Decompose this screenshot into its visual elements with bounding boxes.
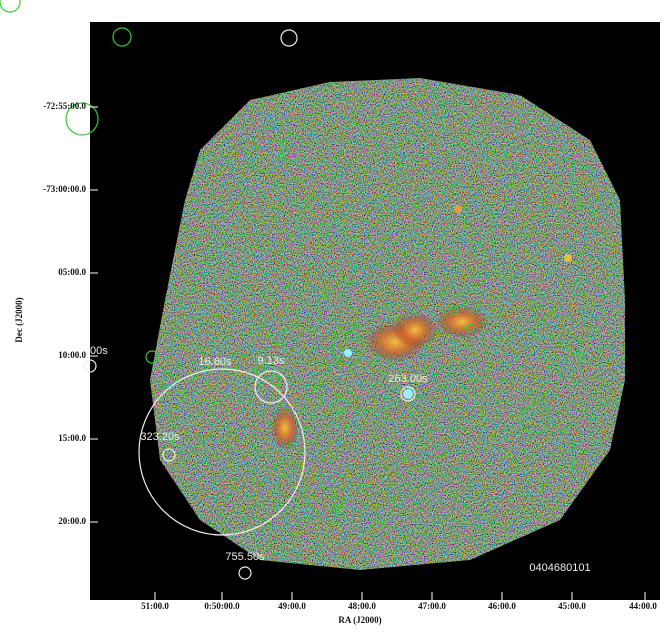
y-tick-label: 05:00.0 [58, 267, 86, 277]
y-axis-title: Dec (J2000) [14, 297, 24, 342]
y-tick-label: 15:00.0 [58, 433, 86, 443]
y-tick-label: 20:00.0 [58, 516, 86, 526]
x-tick-label: 45:00.0 [558, 601, 586, 611]
x-tick-label: 49:00.0 [278, 601, 306, 611]
source-label: 17 [279, 458, 287, 465]
obs-id: 0404680101 [529, 562, 590, 574]
region-label: 323.20s [140, 431, 180, 443]
region-label: 00s [90, 345, 108, 357]
source-label: 22 [570, 189, 578, 196]
x-tick-label: 46:00.0 [488, 601, 516, 611]
source-label: 8 [577, 338, 581, 345]
x-tick-label: 47:00.0 [418, 601, 446, 611]
source-label: 18 [279, 140, 287, 147]
source-label: 11 [411, 311, 418, 318]
source-label: 9 [456, 193, 460, 200]
source-label: 7 [566, 241, 570, 248]
region-label: 263.00s [388, 373, 428, 385]
source-label: 10 [467, 311, 475, 318]
x-tick-label: 48:00.0 [348, 601, 376, 611]
y-tick-label: -73:00:00.0 [43, 184, 86, 194]
source-label: 21 [334, 394, 342, 401]
source-label: 19 [330, 492, 338, 499]
xray-image [140, 70, 640, 580]
y-tick-label: -72:55:00.0 [43, 101, 86, 111]
source-label: 16 [450, 293, 458, 300]
y-tick-label: 10:00.0 [58, 350, 86, 360]
region-label: 755.50s [225, 551, 265, 563]
source-label: 12 [281, 407, 289, 414]
x-tick-label: 44:00.0 [629, 601, 657, 611]
x-tick-label: 51:00.0 [141, 601, 169, 611]
x-tick-label: 0:50:00.0 [204, 601, 240, 611]
source-label: 15 [413, 187, 421, 194]
x-axis-title: RA (J2000) [338, 615, 381, 625]
figure: -72:55:00.0 -73:00:00.0 05:00.0 10:00.0 … [0, 0, 666, 630]
region-label: 9.13s [258, 355, 285, 367]
region-label: 16.60s [198, 356, 232, 368]
